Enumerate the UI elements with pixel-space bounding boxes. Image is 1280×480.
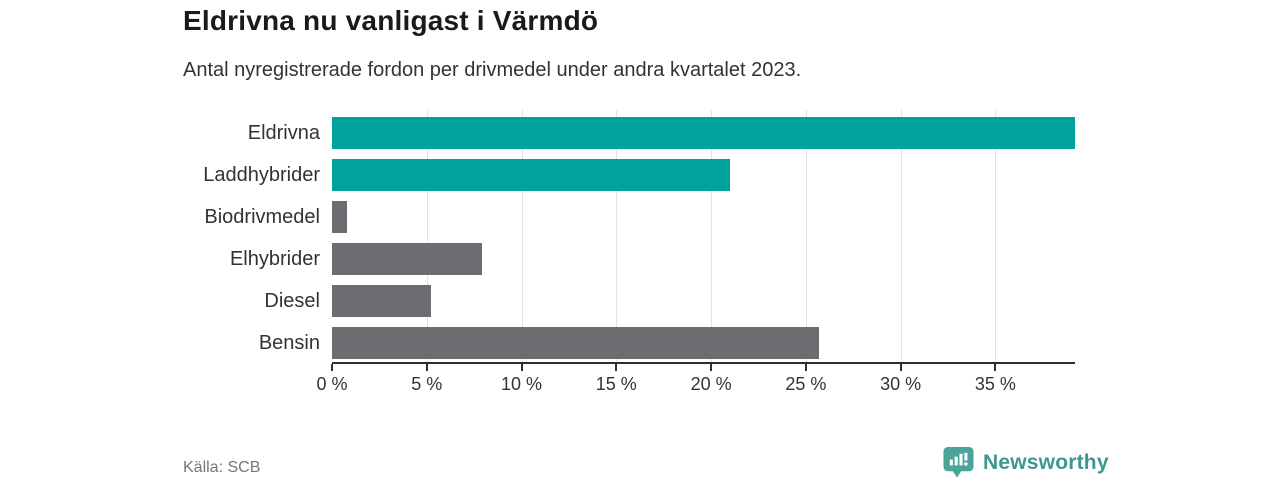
y-label-elhybrider: Elhybrider [229, 248, 320, 270]
y-label-bensin: Bensin [258, 332, 320, 354]
x-axis-line [332, 362, 1075, 364]
x-tick-25 [804, 364, 807, 371]
y-label-laddhybrider: Laddhybrider [203, 164, 320, 186]
x-tick-20 [710, 364, 713, 371]
x-tick-label-10: 10 % [501, 374, 543, 394]
x-tick-15 [615, 364, 618, 371]
gridline-15 [616, 110, 618, 362]
bar-laddhybrider [332, 159, 731, 191]
x-tick-label-25: 25 % [785, 374, 827, 394]
newsworthy-pin-icon [943, 446, 974, 479]
x-tick-30 [899, 364, 902, 371]
bar-diesel [332, 285, 431, 317]
bar-bensin [332, 327, 820, 359]
x-tick-label-30: 30 % [880, 374, 922, 394]
newsworthy-wordmark: Newsworthy [983, 450, 1109, 474]
x-tick-5 [425, 364, 428, 371]
bar-biodrivmedel [332, 201, 348, 233]
gridline-5 [426, 110, 428, 362]
source-label: Källa: SCB [183, 459, 261, 476]
chart-subtitle: Antal nyregistrerade fordon per drivmede… [183, 59, 802, 81]
x-tick-label-15: 15 % [595, 374, 637, 394]
x-tick-0 [331, 364, 333, 371]
gridline-20 [711, 110, 713, 362]
bar-eldrivna [332, 117, 1075, 149]
x-tick-label-35: 35 % [974, 374, 1016, 394]
bar-elhybrider [332, 243, 482, 275]
x-tick-10 [520, 364, 523, 371]
x-tick-label-0: 0 % [316, 374, 348, 394]
x-tick-label-5: 5 % [411, 374, 443, 394]
chart-title: Eldrivna nu vanligast i Värmdö [183, 5, 599, 36]
gridline-35 [995, 110, 997, 362]
x-tick-label-20: 20 % [690, 374, 732, 394]
y-label-eldrivna: Eldrivna [247, 122, 320, 144]
x-tick-35 [994, 364, 997, 371]
y-label-diesel: Diesel [264, 290, 320, 312]
gridline-30 [900, 110, 902, 362]
gridline-25 [805, 110, 807, 362]
plot-area: 0 % 5 % 10 % 15 % 20 % 25 % 30 % 35 % [316, 110, 1075, 394]
gridline-10 [521, 110, 523, 362]
y-axis-labels: Eldrivna Laddhybrider Biodrivmedel Elhybrid… [100, 110, 320, 362]
y-label-biodrivmedel: Biodrivmedel [204, 206, 320, 228]
newsworthy-logo[interactable]: Newsworthy [943, 446, 1109, 479]
